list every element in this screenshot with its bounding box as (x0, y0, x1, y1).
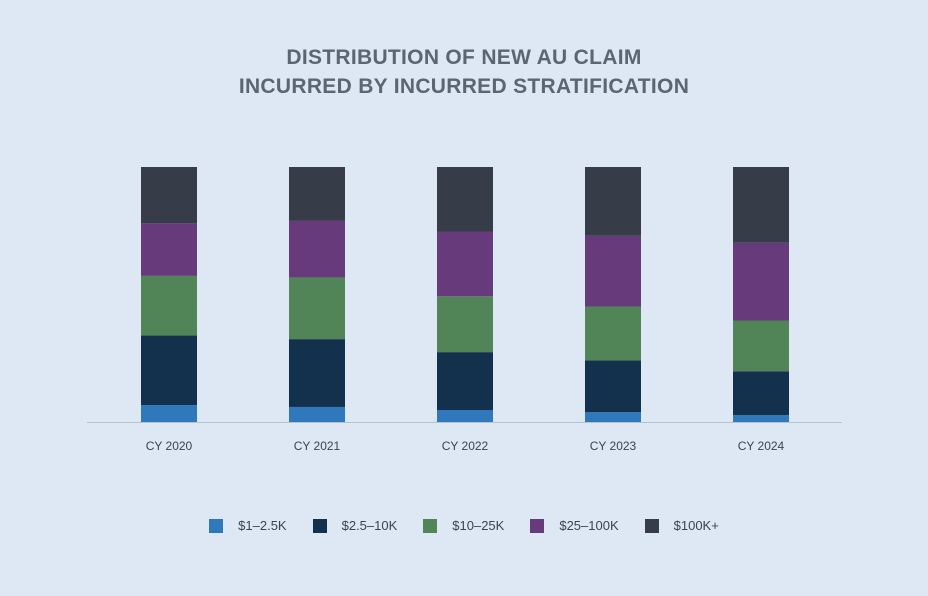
bar-cy-2023-10-25k (585, 306, 641, 361)
bar-cy-2020-25-100k (141, 223, 197, 276)
x-tick-label-cy-2020: CY 2020 (146, 439, 193, 453)
chart-title-line-2: INCURRED BY INCURRED STRATIFICATION (238, 75, 690, 98)
x-tick-label-cy-2021: CY 2021 (294, 439, 341, 453)
bar-cy-2020-1-2-5k (141, 405, 197, 422)
bar-cy-2024-25-100k (733, 242, 789, 321)
bar-cy-2021-2-5-10k (289, 339, 345, 407)
legend-label: $100K+ (673, 518, 719, 533)
legend-item-100k: $100K+ (644, 518, 719, 533)
legend-item-10-25k: $10–25K (423, 518, 504, 533)
legend-item-25-100k: $25–100K (530, 518, 619, 533)
legend-swatch (312, 518, 327, 533)
bar-cy-2022-100k (437, 167, 493, 232)
bar-cy-2024-2-5-10k (733, 371, 789, 416)
bar-cy-2024-10-25k (733, 320, 789, 372)
bar-cy-2024-100k (733, 167, 789, 243)
bar-cy-2023-1-2-5k (585, 412, 641, 422)
bar-cy-2020-10-25k (141, 275, 197, 336)
chart-title-line-1: DISTRIBUTION OF NEW AU CLAIM (286, 46, 642, 69)
legend-label: $10–25K (452, 518, 505, 533)
bar-cy-2023-100k (585, 167, 641, 236)
bar-cy-2022-1-2-5k (437, 410, 493, 422)
legend-swatch (644, 518, 659, 533)
legend-swatch (423, 518, 438, 533)
bar-cy-2020-2-5-10k (141, 335, 197, 406)
bar-cy-2023-25-100k (585, 235, 641, 307)
legend-label: $25–100K (559, 518, 619, 533)
x-tick-label-cy-2023: CY 2023 (590, 439, 637, 453)
bar-cy-2021-10-25k (289, 277, 345, 340)
bar-cy-2022-10-25k (437, 296, 493, 353)
x-tick-label-cy-2022: CY 2022 (442, 439, 489, 453)
legend-label: $1–2.5K (238, 518, 287, 533)
legend-swatch (530, 518, 545, 533)
x-tick-label-cy-2024: CY 2024 (738, 439, 785, 453)
legend-item-2-5-10k: $2.5–10K (312, 518, 398, 533)
legend-label: $2.5–10K (341, 518, 398, 533)
legend-swatch (209, 518, 224, 533)
bar-cy-2023-2-5-10k (585, 360, 641, 413)
chart-legend: $1–2.5K $2.5–10K $10–25K $25–100K $100K+ (0, 518, 928, 533)
bar-cy-2021-1-2-5k (289, 406, 345, 422)
bar-cy-2020-100k (141, 167, 197, 224)
bar-cy-2024-1-2-5k (733, 415, 789, 422)
legend-item-1-2-5k: $1–2.5K (209, 518, 287, 533)
bar-cy-2022-25-100k (437, 231, 493, 297)
bar-cy-2021-100k (289, 167, 345, 221)
bar-cy-2022-2-5-10k (437, 352, 493, 411)
bar-cy-2021-25-100k (289, 220, 345, 278)
